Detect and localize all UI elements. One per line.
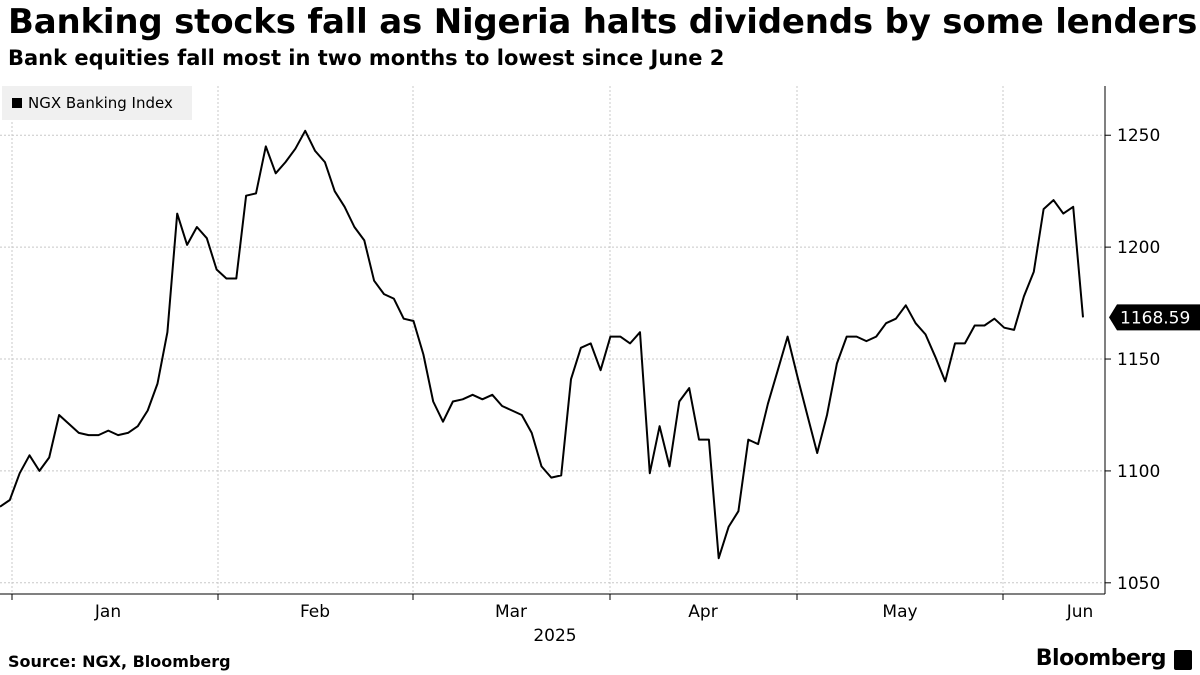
x-tick-label: Jun xyxy=(1066,602,1094,622)
y-tick-label: 1100 xyxy=(1117,462,1160,482)
legend-swatch xyxy=(12,98,22,108)
x-tick-label: Apr xyxy=(688,602,717,622)
source-note: Source: NGX, Bloomberg xyxy=(8,652,231,671)
series-line-ngx-banking-index xyxy=(0,129,1084,560)
axes xyxy=(0,86,1106,595)
x-tick-label: Jan xyxy=(94,602,121,622)
chart-title: Banking stocks fall as Nigeria halts div… xyxy=(8,2,1198,42)
x-year-label: 2025 xyxy=(533,626,576,646)
x-axis-ticks: 2025 Jan Feb Mar Apr May Jun xyxy=(11,594,1094,646)
y-tick-label: 1200 xyxy=(1117,238,1160,258)
x-tick-label: Feb xyxy=(300,602,330,622)
x-tick-label: May xyxy=(882,602,917,622)
y-tick-label: 1050 xyxy=(1117,574,1160,594)
chart-legend: NGX Banking Index xyxy=(2,86,192,120)
series xyxy=(0,129,1084,560)
legend-label: NGX Banking Index xyxy=(28,94,173,112)
terminal-icon xyxy=(1174,650,1192,670)
brand-logo: Bloomberg xyxy=(1035,646,1167,671)
last-value-badge xyxy=(1109,304,1200,331)
last-value-marker: 1168.59 xyxy=(1109,304,1200,331)
y-tick-label: 1250 xyxy=(1117,126,1160,146)
y-axis-ticks: 1050 1100 1150 1200 1250 xyxy=(1105,126,1160,594)
last-value-label: 1168.59 xyxy=(1120,308,1190,328)
x-tick-label: Mar xyxy=(495,602,527,622)
chart-subtitle: Bank equities fall most in two months to… xyxy=(8,46,725,70)
y-tick-label: 1150 xyxy=(1117,350,1160,370)
